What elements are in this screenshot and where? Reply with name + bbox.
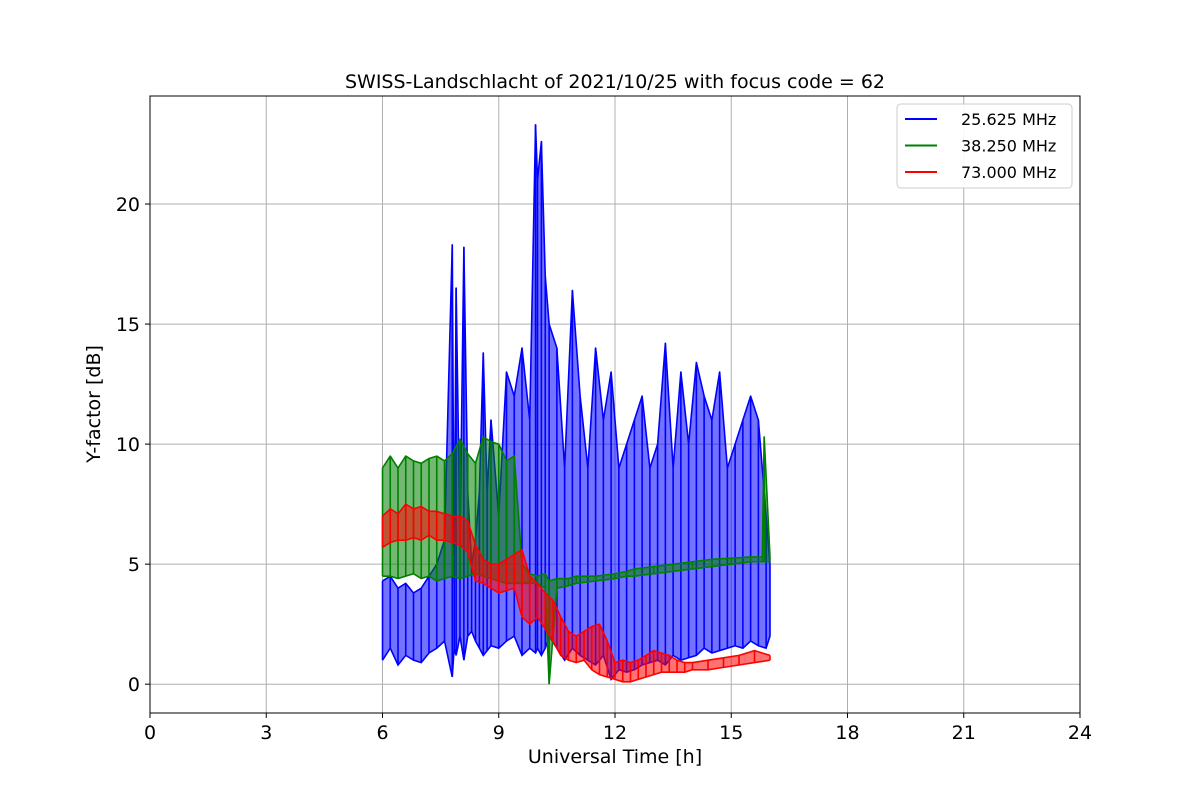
x-tick-label: 9 [493, 722, 505, 744]
x-axis-label: Universal Time [h] [528, 746, 702, 768]
y-tick-label: 15 [116, 314, 140, 336]
chart-title: SWISS-Landschlacht of 2021/10/25 with fo… [345, 71, 885, 93]
x-tick-label: 15 [719, 722, 743, 744]
y-tick-label: 10 [116, 434, 140, 456]
legend-label: 73.000 MHz [961, 163, 1056, 182]
series-line-73-000-mhz [381, 503, 771, 664]
tick-layer: 0 3 6 9 12 15 18 21 24 0 5 10 15 20 [116, 194, 1092, 744]
x-tick-label: 18 [835, 722, 859, 744]
x-tick-label: 6 [376, 722, 388, 744]
legend-label: 38.250 MHz [961, 137, 1056, 156]
series-band-38-250-mhz [382, 436, 770, 685]
x-tick-label: 3 [260, 722, 272, 744]
x-tick-label: 0 [144, 722, 156, 744]
x-tick-label: 12 [603, 722, 627, 744]
legend: 25.625 MHz 38.250 MHz 73.000 MHz [896, 103, 1073, 189]
y-tick-label: 5 [128, 554, 140, 576]
series-38-250-mhz [381, 436, 771, 685]
legend-box [896, 103, 1073, 189]
series-layer [381, 124, 771, 685]
y-tick-label: 0 [128, 674, 140, 696]
legend-label: 25.625 MHz [961, 110, 1056, 129]
x-tick-label: 24 [1068, 722, 1092, 744]
series-73-000-mhz [381, 503, 771, 683]
x-tick-label: 21 [952, 722, 976, 744]
y-axis-label: Y-factor [dB] [83, 345, 105, 464]
series-lower-73-000-mhz [382, 534, 771, 683]
y-tick-label: 20 [116, 194, 140, 216]
